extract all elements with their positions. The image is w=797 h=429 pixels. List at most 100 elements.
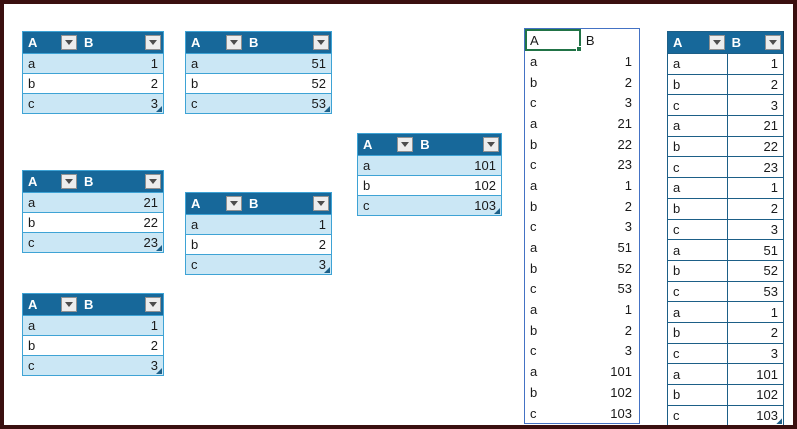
fill-handle[interactable]: [575, 46, 581, 51]
filter-dropdown-button-a[interactable]: [61, 174, 77, 189]
filter-dropdown-button-b[interactable]: [145, 35, 161, 50]
cell-key[interactable]: c: [673, 159, 680, 175]
filter-dropdown-button-b[interactable]: [313, 35, 329, 50]
cell-value[interactable]: 2: [150, 76, 158, 91]
cell-value[interactable]: 2: [624, 74, 632, 90]
cell-value[interactable]: 3: [726, 95, 783, 116]
cell-value[interactable]: 3: [726, 219, 783, 240]
cell-key[interactable]: c: [530, 405, 537, 421]
cell-value[interactable]: 22: [143, 215, 158, 230]
column-header-b[interactable]: B: [244, 193, 331, 214]
table-resize-handle[interactable]: [324, 106, 330, 112]
cell-key[interactable]: b: [191, 237, 199, 252]
cell-key[interactable]: a: [363, 158, 371, 173]
cell-value[interactable]: 1: [726, 178, 783, 198]
cell-key[interactable]: b: [530, 260, 538, 276]
cell-key[interactable]: c: [363, 198, 370, 213]
cell-key[interactable]: a: [28, 195, 36, 210]
cell-value[interactable]: 102: [610, 384, 632, 400]
cell-value[interactable]: 3: [150, 358, 158, 373]
cell-key[interactable]: c: [673, 408, 680, 424]
column-header-a[interactable]: A: [23, 32, 79, 53]
cell-key[interactable]: a: [191, 217, 199, 232]
table-resize-handle[interactable]: [494, 208, 500, 214]
column-header-a[interactable]: A: [23, 171, 79, 192]
cell-key[interactable]: a: [673, 118, 681, 134]
filter-dropdown-button-a[interactable]: [226, 196, 242, 211]
cell-value[interactable]: 51: [311, 56, 326, 71]
column-header-b[interactable]: B: [415, 134, 501, 155]
cell-key[interactable]: a: [28, 318, 36, 333]
cell-key[interactable]: b: [530, 322, 538, 338]
column-header-a[interactable]: A: [668, 32, 727, 53]
cell-value[interactable]: 101: [474, 158, 496, 173]
cell-value[interactable]: 103: [474, 198, 496, 213]
column-header-b[interactable]: B: [244, 32, 331, 53]
cell-key[interactable]: b: [28, 215, 36, 230]
cell-value[interactable]: 3: [624, 95, 632, 111]
cell-value[interactable]: 1: [726, 302, 783, 322]
cell-key[interactable]: b: [673, 77, 681, 93]
table-resize-handle[interactable]: [776, 418, 782, 425]
cell-key[interactable]: a: [530, 53, 538, 69]
cell-value[interactable]: 2: [624, 198, 632, 214]
cell-key[interactable]: b: [191, 76, 199, 91]
cell-key[interactable]: b: [673, 387, 681, 403]
cell-value[interactable]: 22: [617, 136, 632, 152]
cell-value[interactable]: 101: [726, 364, 783, 384]
cell-value[interactable]: 2: [318, 237, 326, 252]
cell-key[interactable]: c: [530, 157, 537, 173]
column-header-b[interactable]: B: [79, 294, 163, 315]
cell-value[interactable]: 1: [624, 177, 632, 193]
cell-key[interactable]: a: [673, 56, 681, 72]
cell-key[interactable]: c: [530, 281, 537, 297]
column-header-a[interactable]: A: [186, 193, 244, 214]
cell-key[interactable]: b: [363, 178, 371, 193]
cell-key[interactable]: b: [673, 139, 681, 155]
cell-value[interactable]: 102: [474, 178, 496, 193]
cell-value[interactable]: 103: [726, 405, 783, 425]
cell-key[interactable]: a: [530, 115, 538, 131]
cell-key[interactable]: b: [28, 76, 36, 91]
cell-key[interactable]: b: [28, 338, 36, 353]
cell-key[interactable]: c: [191, 96, 198, 111]
cell-key[interactable]: b: [530, 74, 538, 90]
cell-key[interactable]: a: [673, 304, 681, 320]
cell-value[interactable]: 103: [610, 405, 632, 421]
column-header-a[interactable]: A: [23, 294, 79, 315]
filter-dropdown-button-a[interactable]: [61, 35, 77, 50]
cell-key[interactable]: a: [530, 240, 538, 256]
filter-dropdown-button-b[interactable]: [145, 174, 161, 189]
cell-key[interactable]: a: [28, 56, 36, 71]
cell-value[interactable]: 51: [726, 240, 783, 260]
cell-value[interactable]: 3: [726, 343, 783, 364]
cell-key[interactable]: c: [530, 219, 537, 235]
cell-key[interactable]: c: [28, 235, 35, 250]
cell-value[interactable]: 3: [624, 219, 632, 235]
cell-key[interactable]: b: [530, 136, 538, 152]
table-resize-handle[interactable]: [156, 106, 162, 112]
cell-value[interactable]: 2: [150, 338, 158, 353]
cell-key[interactable]: c: [28, 358, 35, 373]
cell-key[interactable]: c: [673, 345, 680, 361]
cell-value[interactable]: 23: [143, 235, 158, 250]
cell-key[interactable]: b: [530, 198, 538, 214]
cell-value[interactable]: 53: [617, 281, 632, 297]
filter-dropdown-button-b[interactable]: [764, 35, 781, 50]
filter-dropdown-button-b[interactable]: [145, 297, 161, 312]
cell-value[interactable]: 51: [617, 240, 632, 256]
cell-key[interactable]: a: [530, 177, 538, 193]
cell-value[interactable]: 21: [726, 116, 783, 136]
cell-value[interactable]: 21: [143, 195, 158, 210]
cell-value[interactable]: 2: [726, 74, 783, 95]
cell-value[interactable]: 1: [150, 56, 158, 71]
cell-value[interactable]: 1: [318, 217, 326, 232]
cell-value[interactable]: 52: [726, 260, 783, 281]
cell-value[interactable]: 52: [311, 76, 326, 91]
cell-value[interactable]: 1: [726, 54, 783, 74]
cell-key[interactable]: b: [673, 201, 681, 217]
cell-value[interactable]: 3: [318, 257, 326, 272]
cell-key[interactable]: a: [673, 366, 681, 382]
cell-value[interactable]: 2: [726, 322, 783, 343]
cell-value[interactable]: 3: [624, 343, 632, 359]
